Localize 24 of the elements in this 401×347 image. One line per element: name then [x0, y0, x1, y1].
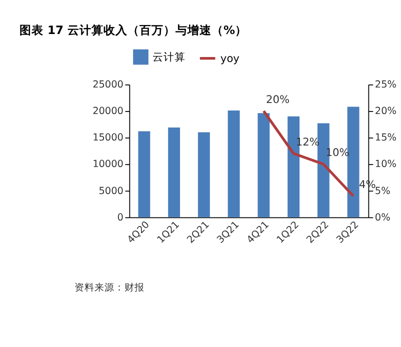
y-tick-label: 15000 — [92, 132, 124, 144]
bar — [168, 127, 180, 218]
legend-label: 云计算 — [152, 50, 186, 64]
y2-tick-label: 10% — [374, 159, 396, 170]
bar — [347, 106, 360, 218]
chart-title: 图表 17 云计算收入（百万）与增速（%） — [19, 23, 248, 38]
y-tick-label: 5000 — [98, 186, 124, 197]
bar — [228, 110, 240, 218]
y2-tick-label: 15% — [374, 132, 396, 144]
y-tick-label: 10000 — [92, 159, 124, 170]
data-label: 20% — [266, 93, 290, 106]
legend-label: yoy — [220, 52, 240, 65]
bar — [258, 113, 270, 218]
y2-tick-label: 25% — [374, 80, 396, 91]
y-tick-label: 25000 — [92, 80, 124, 91]
text: 资料来源：财报 — [74, 282, 144, 294]
y-tick-label: 0 — [117, 212, 124, 224]
y-tick-label: 20000 — [92, 106, 124, 118]
y2-tick-label: 5% — [374, 186, 390, 197]
y2-tick-label: 0% — [374, 212, 390, 224]
bar — [138, 131, 150, 218]
bar — [198, 132, 210, 218]
y2-tick-label: 20% — [374, 106, 396, 118]
line-series — [262, 110, 355, 198]
